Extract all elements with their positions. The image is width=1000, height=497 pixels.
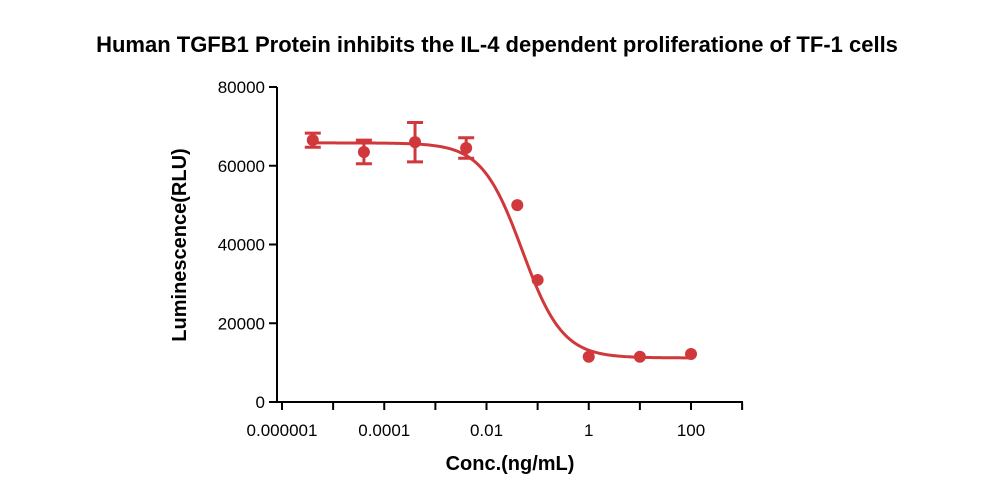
data-point [357,145,370,158]
y-tick-label: 60000 [218,157,265,176]
data-point [633,350,646,363]
data-point [531,273,544,286]
data-point [685,347,697,360]
fit-curve [312,141,692,360]
x-tick-label: 0.000001 [247,421,318,440]
y-tick-label: 20000 [218,314,265,333]
y-axis: 0 20000 40000 60000 80000 [218,78,278,412]
data-point [306,134,319,147]
data-point [582,350,595,363]
x-tick-label: 0.01 [470,421,503,440]
data-point [460,142,473,155]
y-tick-label: 40000 [218,236,265,255]
y-tick-label: 80000 [218,78,265,97]
x-axis-label: Conc.(ng/mL) [446,453,575,475]
x-axis: 0.000001 0.0001 0.01 1 100 [247,401,744,440]
data-point [511,199,524,212]
data-points [306,134,697,363]
data-point [409,136,422,149]
y-tick-label: 0 [256,393,265,412]
x-tick-label: 1 [584,421,593,440]
x-tick-label: 100 [677,421,705,440]
x-tick-label: 0.0001 [358,421,410,440]
chart-title: Human TGFB1 Protein inhibits the IL-4 de… [96,32,898,57]
y-ticks: 0 20000 40000 60000 80000 [218,78,277,412]
y-axis-label: Luminescence(RLU) [169,148,191,341]
x-ticks: 0.000001 0.0001 0.01 1 100 [247,402,744,440]
